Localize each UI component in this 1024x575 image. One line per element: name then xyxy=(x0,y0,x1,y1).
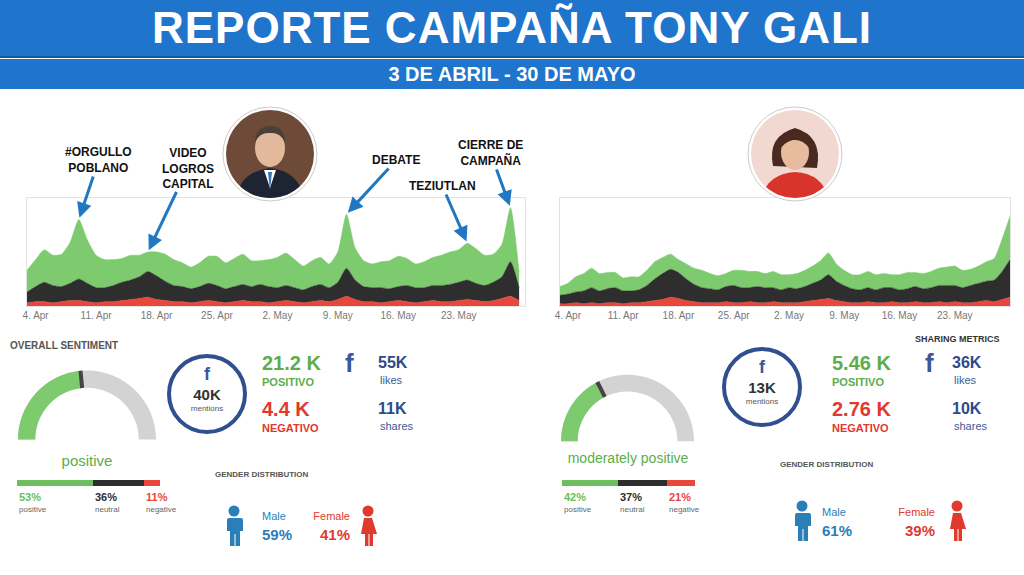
svg-text:9. May: 9. May xyxy=(323,310,353,321)
svg-text:4. Apr: 4. Apr xyxy=(555,310,582,321)
html-text:NEGATIVO: NEGATIVO xyxy=(262,422,319,434)
svg-text:11. Apr: 11. Apr xyxy=(81,310,113,321)
html-text:21.2 K: 21.2 K xyxy=(262,352,321,374)
svg-text:negative: negative xyxy=(146,505,177,514)
html-text:39%: 39% xyxy=(905,522,935,539)
svg-text:18. Apr: 18. Apr xyxy=(663,310,695,321)
svg-text:18. Apr: 18. Apr xyxy=(141,310,173,321)
svg-text:37%: 37% xyxy=(620,491,642,503)
svg-text:2. May: 2. May xyxy=(774,310,804,321)
html-text:4.4 K: 4.4 K xyxy=(262,398,310,420)
svg-text:21%: 21% xyxy=(669,491,691,503)
html-text:moderately positive: moderately positive xyxy=(567,450,689,466)
html-text:f: f xyxy=(345,348,354,378)
svg-text:2. May: 2. May xyxy=(262,310,292,321)
svg-text:neutral: neutral xyxy=(620,505,645,514)
svg-text:CIERRE DECAMPAÑA: CIERRE DECAMPAÑA xyxy=(458,138,523,168)
svg-text:9. May: 9. May xyxy=(829,310,859,321)
svg-text:11. Apr: 11. Apr xyxy=(608,310,640,321)
svg-text:42%: 42% xyxy=(564,491,586,503)
html-text:SHARING METRICS: SHARING METRICS xyxy=(915,334,1000,344)
html-text:61%: 61% xyxy=(822,522,852,539)
svg-text:TEZIUTLAN: TEZIUTLAN xyxy=(409,179,476,193)
html-text:shares: shares xyxy=(380,420,413,432)
html-text:mentions: mentions xyxy=(745,397,779,406)
html-text:POSITIVO: POSITIVO xyxy=(832,376,884,388)
html-text:f: f xyxy=(759,357,765,377)
html-text:likes: likes xyxy=(380,374,402,386)
html-text:Male: Male xyxy=(822,506,846,518)
svg-text:36%: 36% xyxy=(95,491,117,503)
svg-text:23. May: 23. May xyxy=(441,310,477,321)
svg-text:23. May: 23. May xyxy=(937,310,973,321)
svg-text:positive: positive xyxy=(564,505,592,514)
html-text:13K: 13K xyxy=(748,379,776,396)
html-text:11K: 11K xyxy=(378,400,407,417)
svg-text:neutral: neutral xyxy=(95,505,120,514)
svg-text:DEBATE: DEBATE xyxy=(372,153,420,167)
svg-text:16. May: 16. May xyxy=(882,310,918,321)
html-text:shares: shares xyxy=(954,420,987,432)
svg-text:25. Apr: 25. Apr xyxy=(201,310,233,321)
svg-text:11%: 11% xyxy=(146,491,168,503)
svg-text:VIDEOLOGROSCAPITAL: VIDEOLOGROSCAPITAL xyxy=(162,146,214,191)
html-text:2.76 K: 2.76 K xyxy=(832,398,891,420)
svg-text:negative: negative xyxy=(669,505,700,514)
html-text:mentions: mentions xyxy=(190,404,224,413)
html-text:GENDER DISTRIBUTION: GENDER DISTRIBUTION xyxy=(215,470,309,479)
html-text:positive: positive xyxy=(61,452,113,469)
html-text:36K: 36K xyxy=(952,354,982,371)
html-text:5.46 K: 5.46 K xyxy=(832,352,891,374)
html-text:OVERALL SENTIMENT: OVERALL SENTIMENT xyxy=(10,340,119,351)
svg-text:#ORGULLOPOBLANO: #ORGULLOPOBLANO xyxy=(65,145,132,175)
html-text:55K: 55K xyxy=(378,354,408,371)
svg-text:53%: 53% xyxy=(19,491,41,503)
html-text:41%: 41% xyxy=(320,526,350,543)
html-text:59%: 59% xyxy=(262,526,292,543)
html-text:40K: 40K xyxy=(193,386,221,403)
svg-text:4. Apr: 4. Apr xyxy=(23,310,50,321)
html-text:Male: Male xyxy=(262,510,286,522)
html-text:10K: 10K xyxy=(952,400,982,417)
html-text:NEGATIVO: NEGATIVO xyxy=(832,422,889,434)
html-text:GENDER DISTRIBUTION: GENDER DISTRIBUTION xyxy=(780,460,874,469)
html-text:Female: Female xyxy=(898,506,935,518)
svg-text:positive: positive xyxy=(19,505,47,514)
html-text:f: f xyxy=(925,348,934,378)
html-text:likes: likes xyxy=(954,374,976,386)
html-text:f: f xyxy=(204,364,210,384)
html-text:POSITIVO: POSITIVO xyxy=(262,376,314,388)
html-text:REPORTE CAMPAÑA TONY GALI: REPORTE CAMPAÑA TONY GALI xyxy=(152,3,872,52)
html-text:3 DE ABRIL - 30 DE MAYO: 3 DE ABRIL - 30 DE MAYO xyxy=(388,63,636,85)
svg-text:25. Apr: 25. Apr xyxy=(718,310,750,321)
html-text:Female: Female xyxy=(313,510,350,522)
svg-text:16. May: 16. May xyxy=(380,310,416,321)
